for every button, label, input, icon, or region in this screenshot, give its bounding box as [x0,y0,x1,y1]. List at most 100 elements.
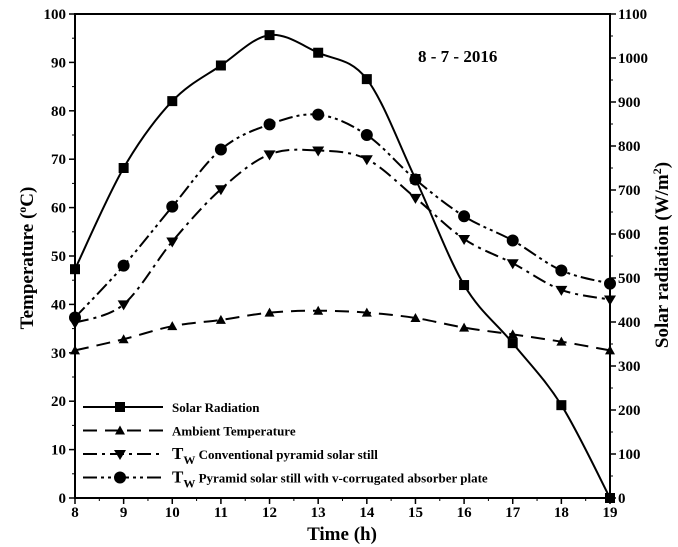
legend-marker [114,450,126,460]
y-axis-right-title: Solar radiation (W/m2) [650,162,673,348]
legend-label: Solar Radiation [172,400,260,415]
data-point [605,345,615,355]
data-point [214,185,227,196]
data-point [409,173,422,186]
plot-frame [74,13,611,499]
y-left-tick-label: 10 [51,443,66,459]
x-tick-label: 13 [311,505,326,521]
x-tick-label: 19 [603,505,618,521]
x-tick-label: 14 [359,505,375,521]
data-point [167,96,178,107]
legend-label: TW Conventional pyramid solar still [172,444,378,467]
data-point [313,305,324,315]
y-right-tick-label: 300 [618,359,641,375]
y-right-tick-label: 1100 [618,7,647,23]
x-axis-title: Time (h) [307,524,377,545]
y-left-tick-label: 40 [51,297,66,313]
data-point [605,493,615,503]
series-line [74,148,611,324]
data-point [215,60,226,71]
data-point [360,155,373,166]
data-point [458,235,471,246]
data-point [361,307,372,317]
series-line [74,309,611,352]
x-tick-label: 11 [214,505,228,521]
legend-marker [115,425,125,435]
data-point [459,322,470,332]
y-left-tick-label: 80 [51,104,66,120]
data-point [263,150,276,161]
series-group [69,30,616,503]
legend-item: Ambient Temperature [83,424,296,439]
x-tick-label: 15 [408,505,423,521]
y-axis-left-title: Temperature (oC) [15,187,38,330]
legend-label: Ambient Temperature [172,424,296,439]
data-point [117,300,130,311]
series-circle [69,108,616,324]
data-point [556,336,567,346]
plot-area: 8 9 10 11 12 13 14 15 16 17 18 19010203040506070809… [44,7,649,521]
legend-item: Solar Radiation [83,400,260,415]
legend-item: TW Pyramid solar still with v-corrugated… [83,468,488,491]
x-tick-label: 10 [165,505,180,521]
x-tick-label: 16 [457,505,473,521]
x-tick-label: 17 [505,505,521,521]
data-point [118,334,129,344]
legend-marker [115,402,125,412]
series-square [70,30,615,503]
data-point [118,163,129,173]
data-point [263,118,276,131]
y-right-tick-label: 600 [618,227,641,243]
y-left-tick-label: 100 [44,7,67,23]
data-point [360,129,373,141]
y-right-tick-label: 800 [618,139,641,155]
data-point [555,285,568,296]
data-point [166,200,179,213]
y-left-tick-label: 30 [51,346,66,362]
y-right-tick-label: 700 [618,183,641,199]
data-point [264,30,275,41]
series-triangle-down [69,146,616,329]
y-left-tick-label: 90 [51,55,66,71]
y-left-tick-label: 50 [51,249,66,265]
data-point [264,307,275,317]
y-left-tick-label: 60 [51,201,66,217]
data-point [507,329,518,339]
data-point [214,143,227,156]
data-point [555,264,568,277]
data-point [215,314,226,324]
data-point [312,146,325,157]
data-point [166,237,179,248]
x-tick-label: 8 [71,505,79,521]
data-point [604,295,616,306]
series-line [74,113,611,319]
y-right-tick-label: 100 [618,447,641,463]
series-triangle-up [70,305,615,355]
y-right-tick-label: 900 [618,95,641,111]
y-right-tick-label: 200 [618,403,641,419]
data-point [312,108,325,121]
data-point [556,400,567,411]
data-point [459,280,470,291]
y-right-tick-label: 1000 [618,51,648,67]
data-point [604,277,616,290]
y-left-tick-label: 70 [51,152,66,168]
data-point [506,234,519,247]
y-right-tick-label: 0 [618,491,626,507]
data-point [167,321,178,331]
data-point [361,74,372,85]
x-tick-label: 18 [554,505,569,521]
x-tick-label: 12 [262,505,277,521]
data-point [506,259,519,270]
series-line [74,33,611,499]
legend: Solar Radiation Ambient Temperature TW Con… [83,400,488,491]
data-point [70,264,80,275]
data-point [313,47,324,58]
y-right-tick-label: 500 [618,271,641,287]
data-point [507,338,518,349]
data-point [409,193,422,204]
y-right-tick-label: 400 [618,315,641,331]
data-point [117,259,130,272]
x-tick-label: 9 [120,505,128,521]
